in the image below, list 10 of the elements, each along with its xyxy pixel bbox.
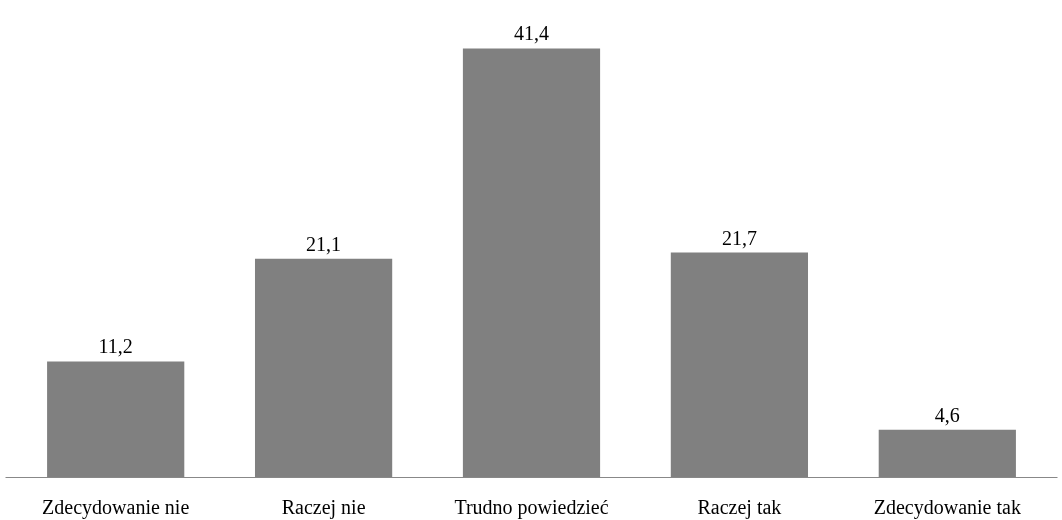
x-tick-label: Zdecydowanie tak (873, 495, 1021, 519)
data-label: 11,2 (98, 335, 133, 358)
x-tick-label: Trudno powiedzieć (454, 495, 609, 519)
data-label: 41,4 (514, 22, 549, 45)
x-tick-label: Zdecydowanie nie (42, 495, 190, 519)
x-tick-label: Raczej nie (281, 495, 366, 519)
data-label: 21,7 (721, 226, 757, 249)
data-label: 4,6 (934, 403, 960, 426)
data-label: 21,1 (306, 232, 342, 255)
x-tick-label: Raczej tak (697, 495, 782, 519)
